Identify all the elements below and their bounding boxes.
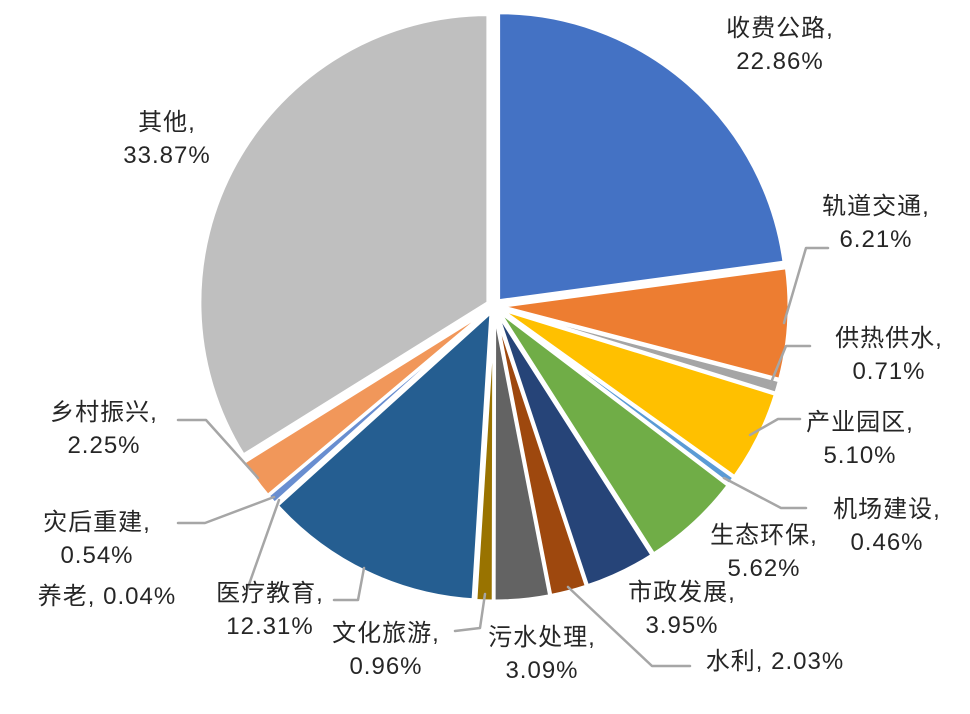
slice-label-line: 供热供水, [835,325,943,352]
slice-label-line: 水利, 2.03% [705,648,845,675]
slice-label-line: 医疗教育, [216,580,324,607]
pie-slice-eco-environment [497,309,730,556]
slice-label-other: 其他, 33.87% [123,106,210,172]
slice-label-line: 生态环保, [710,522,818,549]
slice-label-line: 33.87% [123,142,211,169]
slice-label-line: 0.71% [852,358,926,385]
slice-label-line: 12.31% [226,613,314,640]
slice-label-line: 灾后重建, [43,509,151,536]
slice-label-line: 养老, 0.04% [37,583,177,610]
pie-slice-toll-roads [497,11,786,303]
slice-label-industrial-parks: 产业园区, 5.10% [806,406,914,472]
leader-line-industrial-parks [748,417,802,437]
slice-label-line: 5.10% [823,442,897,469]
slice-label-line: 产业园区, [806,409,914,436]
slice-label-airport-construction: 机场建设, 0.46% [833,493,941,559]
leader-line-airport-construction [722,476,808,510]
slice-label-line: 市政发展, [628,579,736,606]
slice-label-rural-revitalization: 乡村振兴, 2.25% [50,396,158,462]
leader-line-water-conservancy [566,585,692,668]
slice-label-line: 0.46% [850,529,924,556]
pie-slice-other [198,13,490,457]
slice-label-line: 文化旅游, [332,620,440,647]
slice-label-rail-transit: 轨道交通, 6.21% [822,190,930,256]
leader-line-heating-water-supply [768,344,812,387]
slice-label-culture-tourism: 文化旅游, 0.96% [332,617,440,683]
slice-label-eco-environment: 生态环保, 5.62% [710,519,818,585]
slice-label-line: 轨道交通, [822,193,930,220]
slice-label-sewage-treatment: 污水处理, 3.09% [488,621,596,687]
slice-label-medical-education: 医疗教育, 12.31% [216,577,324,643]
slice-label-water-conservancy: 水利, 2.03% [706,645,844,678]
pie-slice-rail-transit [499,266,791,381]
slice-label-elderly-care: 养老, 0.04% [38,580,176,613]
slice-label-line: 3.09% [505,657,579,684]
slice-label-disaster-reconstruction: 灾后重建, 0.54% [43,506,151,572]
slice-label-line: 2.25% [67,432,141,459]
slice-label-line: 5.62% [727,555,801,582]
leader-line-disaster-reconstruction [176,495,276,525]
slice-label-line: 乡村振兴, [50,399,158,426]
leader-line-rail-transit [782,246,830,325]
slice-label-line: 机场建设, [833,496,941,523]
slice-label-line: 其他, [138,109,196,136]
leader-line-elderly-care [245,498,281,592]
slice-label-line: 收费公路, [726,15,834,42]
leader-line-culture-tourism [453,592,487,633]
slice-label-line: 污水处理, [488,624,596,651]
slice-label-municipal-development: 市政发展, 3.95% [628,576,736,642]
slice-label-line: 6.21% [839,226,913,253]
leader-line-rural-revitalization [176,418,260,480]
pie-slice-medical-education [275,310,493,602]
slice-label-line: 0.54% [60,542,134,569]
slice-label-line: 0.96% [349,653,423,680]
slice-label-toll-roads: 收费公路, 22.86% [726,12,834,78]
slice-label-line: 3.95% [645,612,719,639]
slice-label-heating-water-supply: 供热供水, 0.71% [835,322,943,388]
slice-label-line: 22.86% [736,48,824,75]
leader-line-medical-education [332,566,366,602]
